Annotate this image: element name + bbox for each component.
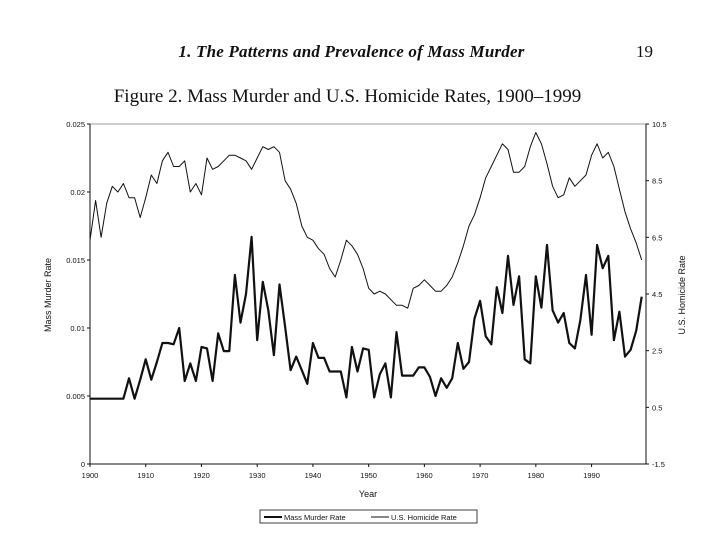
legend: Mass Murder Rate U.S. Homicide Rate [259, 509, 478, 524]
y2-axis-label: U.S. Homicide Rate [677, 255, 687, 334]
y2-tick-label: 0.5 [652, 403, 662, 412]
y2-tick-label: 4.5 [652, 290, 662, 299]
x-tick-label: 1970 [472, 471, 489, 480]
legend-label-homicide: U.S. Homicide Rate [391, 513, 457, 522]
x-tick-label: 1990 [583, 471, 600, 480]
running-head-text: 1. The Patterns and Prevalence of Mass M… [178, 42, 525, 61]
running-head: 1. The Patterns and Prevalence of Mass M… [0, 42, 723, 62]
legend-label-mass-murder: Mass Murder Rate [284, 513, 346, 522]
x-axis-label: Year [359, 489, 377, 499]
y2-tick-label: -1.5 [652, 460, 665, 469]
y2-tick-label: 10.5 [652, 120, 667, 129]
x-tick-label: 1940 [305, 471, 322, 480]
x-tick-label: 1920 [193, 471, 210, 480]
figure-title: Figure 2. Mass Murder and U.S. Homicide … [0, 86, 723, 108]
x-tick-label: 1950 [360, 471, 377, 480]
y-tick-label: 0.02 [70, 188, 85, 197]
x-tick-label: 1960 [416, 471, 433, 480]
x-tick-label: 1930 [249, 471, 266, 480]
legend-box [259, 509, 478, 524]
x-tick-label: 1980 [527, 471, 544, 480]
series-line-us-homicide-rate [89, 132, 643, 309]
series-group [89, 132, 643, 400]
page-number: 19 [636, 42, 653, 61]
y-tick-label: 0 [81, 460, 85, 469]
y2-tick-label: 8.5 [652, 177, 662, 186]
axes: 0 0.005 0.01 0.015 0.02 0.025 -1.5 0.5 2.5 4.5 6.5… [66, 120, 666, 480]
y-tick-label: 0.01 [70, 324, 85, 333]
y-tick-label: 0.025 [66, 120, 85, 129]
series-line-mass-murder-rate [90, 235, 643, 400]
y2-tick-label: 6.5 [652, 233, 662, 242]
x-tick-label: 1900 [82, 471, 99, 480]
y-tick-label: 0.015 [66, 256, 85, 265]
x-tick-label: 1910 [137, 471, 154, 480]
figure-title-text: Figure 2. Mass Murder and U.S. Homicide … [113, 86, 582, 107]
y-axis-label: Mass Murder Rate [43, 258, 53, 332]
points-us-homicide-rate [90, 132, 642, 308]
y-tick-label: 0.005 [66, 392, 85, 401]
points-mass-murder-rate [90, 237, 642, 399]
y2-tick-label: 2.5 [652, 347, 662, 356]
